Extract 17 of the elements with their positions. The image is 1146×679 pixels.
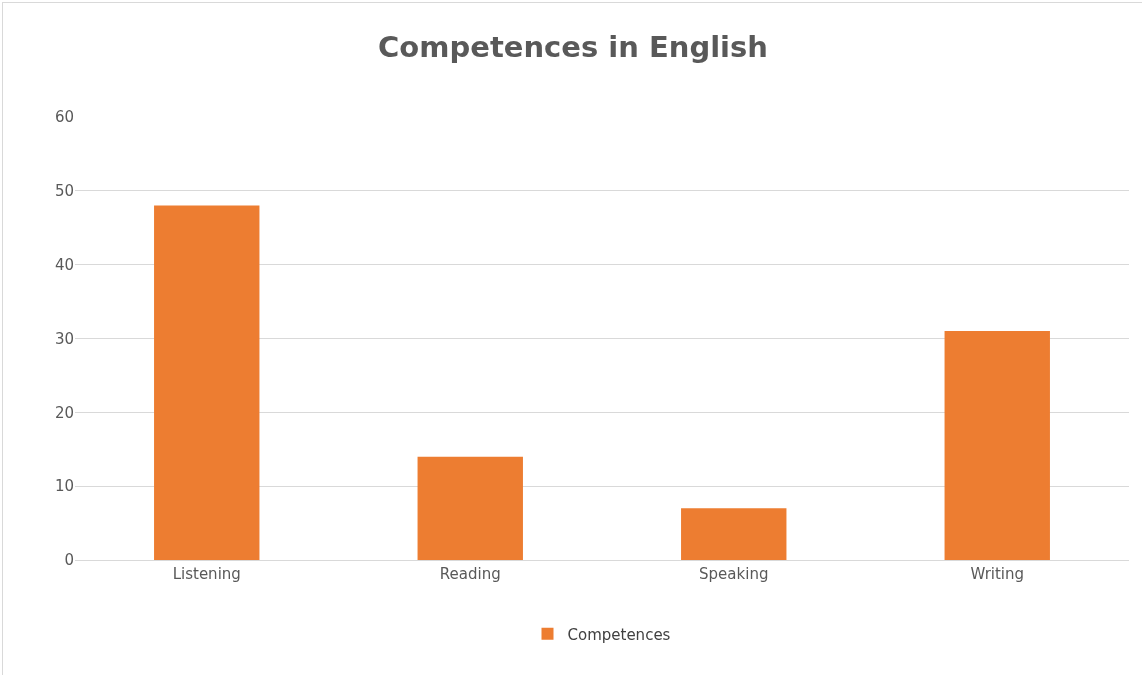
x-tick-label: Listening xyxy=(172,565,241,583)
legend-label: Competences xyxy=(567,625,671,644)
x-tick-label: Speaking xyxy=(699,565,769,583)
bar xyxy=(681,508,787,560)
x-tick-label: Reading xyxy=(439,565,501,583)
y-tick-label: 20 xyxy=(54,403,74,422)
bar xyxy=(417,456,523,560)
y-tick-label: 60 xyxy=(54,108,74,127)
bar xyxy=(154,205,260,560)
x-tick-label: Writing xyxy=(970,565,1025,583)
y-tick-label: 40 xyxy=(54,255,74,274)
y-tick-label: 30 xyxy=(54,329,74,348)
y-tick-label: 50 xyxy=(54,182,74,201)
bar xyxy=(944,331,1050,560)
y-tick-label: 0 xyxy=(64,551,74,570)
chart-title: Competences in English xyxy=(378,29,768,64)
y-tick-label: 10 xyxy=(54,477,74,496)
